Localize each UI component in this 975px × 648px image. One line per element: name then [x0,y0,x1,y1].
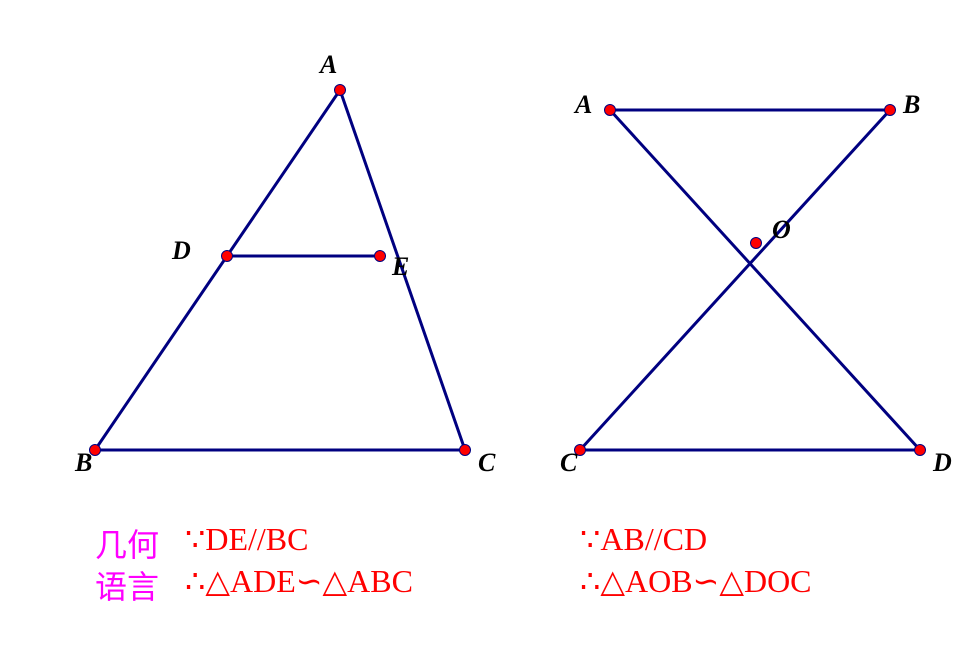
label-d1-B: B [75,448,92,478]
point-d1-C [459,444,471,456]
point-d2-A [604,104,616,116]
label-d2-O: O [772,215,791,245]
point-d1-A [334,84,346,96]
point-d1-E [374,250,386,262]
label-d2-B: B [903,90,920,120]
point-d2-D [914,444,926,456]
caption-left-2: ∴△ADE∽△ABC [185,562,413,600]
label-d2-C: C [560,448,577,478]
point-d1-D [221,250,233,262]
caption-cn-1: 几何 [95,520,159,566]
label-d1-C: C [478,448,495,478]
caption-cn-2: 语言 [95,562,159,608]
label-d1-A: A [320,50,337,80]
label-d2-D: D [933,448,952,478]
caption-right-2: ∴△AOB∽△DOC [580,562,812,600]
label-d2-A: A [575,90,592,120]
caption-left-1: ∵DE//BC [185,520,308,558]
caption-right-1: ∵AB//CD [580,520,707,558]
point-d2-B [884,104,896,116]
point-d2-O [750,237,762,249]
label-d1-E: E [392,252,409,282]
label-d1-D: D [172,236,191,266]
